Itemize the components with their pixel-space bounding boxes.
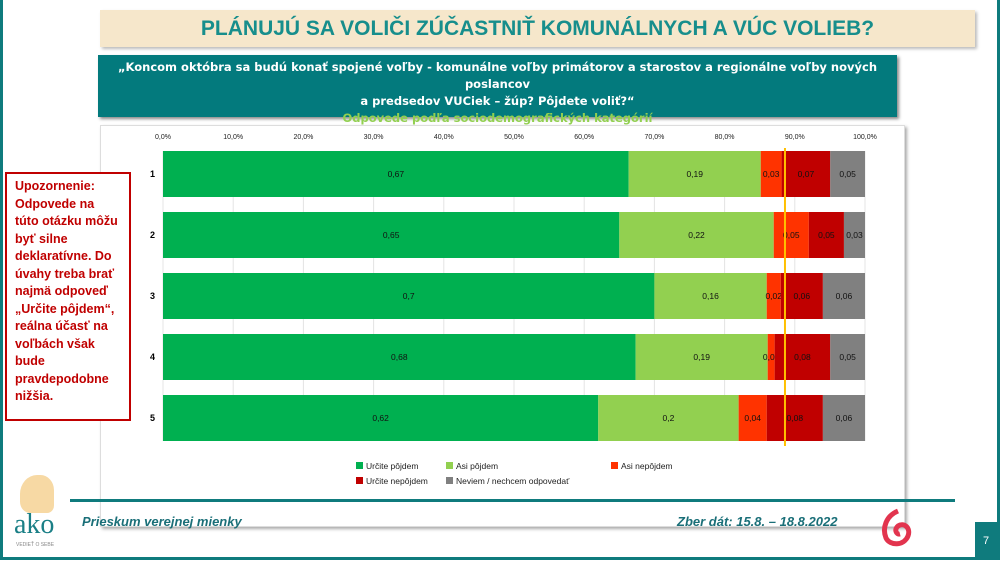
bar-segment [619,212,774,258]
legend-swatch [356,462,363,469]
data-label: 0,19 [686,169,703,179]
bar-segment [766,395,823,441]
footer-divider [70,499,955,502]
legend-swatch [446,477,453,484]
data-label: 0,08 [787,413,804,423]
question-line-1: „Koncom októbra sa budú konať spojené vo… [117,60,878,91]
x-tick-label: 20,0% [293,134,313,141]
data-label: 0,67 [388,169,405,179]
bar-segment [760,151,782,197]
bar-segment [780,273,823,319]
question-line-2: a predsedov VUCiek – žúp? Pôjdete voliť?… [360,94,635,108]
chart-panel: 0,0% 10,0% 20,0% 30,0% 40,0% 50,0% 60,0% 70,0% 8… [100,125,905,527]
category-label: 3 [150,291,155,301]
x-tick-label: 80,0% [715,134,735,141]
head-icon [20,475,54,513]
bar-segment [163,273,655,319]
question-box: „Koncom októbra sa budú konať spojené vo… [98,55,897,125]
legend-label: Určite pôjdem [366,461,418,471]
bar-segment [163,212,620,258]
warning-box: Upozornenie: Odpovede na túto otázku môž… [5,172,131,421]
bar-segment [830,151,865,197]
footer-survey-name: Prieskum verejnej mienky [82,514,242,529]
x-tick-label: 100,0% [853,134,877,141]
bar-segment [843,212,865,258]
data-label: 0,62 [372,413,389,423]
data-label: 0,05 [818,230,835,240]
logo-tagline: VEDIEŤ O SEBE [16,542,55,548]
x-tick-label: 0,0% [155,134,171,141]
x-tick-label: 30,0% [364,134,384,141]
data-label: 0,2 [663,413,675,423]
data-label: 0,05 [839,352,856,362]
x-tick-label: 10,0% [223,134,243,141]
category-label: 1 [150,169,155,179]
x-tick-label: 70,0% [644,134,664,141]
legend-label: Asi pôjdem [456,461,498,471]
data-label: 0,05 [839,169,856,179]
data-label: 0,06 [836,413,853,423]
bar-segment [628,151,761,197]
legend-label: Určite nepôjdem [366,476,428,486]
data-label: 0,22 [688,230,705,240]
bar-segment [598,395,739,441]
legend-label: Asi nepôjdem [621,461,673,471]
stacked-bar-chart: 0,0% 10,0% 20,0% 30,0% 40,0% 50,0% 60,0% 70,0% 8… [150,134,877,486]
category-label: 5 [150,413,155,423]
bar-segment [163,151,629,197]
legend-swatch [446,462,453,469]
data-label: 0,04 [744,413,761,423]
legend-swatch [356,477,363,484]
bar-segment [163,334,636,380]
data-label: 0,7 [403,291,415,301]
legend-label: Neviem / nechcem odpovedať [456,476,570,486]
bar-segment [830,334,865,380]
bar-segment [773,212,809,258]
data-label: 0,03 [846,230,863,240]
data-label: 0,08 [794,352,811,362]
category-label: 2 [150,230,155,240]
logo-text: ako [14,509,55,540]
legend-swatch [611,462,618,469]
bar-segment [738,395,767,441]
data-label: 0,02 [765,291,782,301]
bar-segment [822,273,865,319]
data-label: 0,65 [383,230,400,240]
bar-segment [654,273,767,319]
footer-date: Zber dát: 15.8. – 18.8.2022 [677,514,838,529]
bar-segment [163,395,599,441]
data-label: 0,06 [794,291,811,301]
x-tick-label: 40,0% [434,134,454,141]
ako-logo: ako VEDIEŤ O SEBE [12,475,72,555]
page-number: 7 [975,522,997,560]
data-label: 0,07 [798,169,815,179]
bar-segment [774,334,831,380]
data-label: 0,01 [763,352,780,362]
data-label: 0,06 [836,291,853,301]
bar-segment [767,334,775,380]
bar-segment [781,151,831,197]
x-tick-label: 90,0% [785,134,805,141]
spiral-logo-icon [882,508,912,547]
bar-segment [635,334,768,380]
data-label: 0,05 [783,230,800,240]
bar-segment [808,212,844,258]
category-label: 4 [150,352,155,362]
x-tick-label: 50,0% [504,134,524,141]
question-subtitle: Odpovede podľa sociodemografických kateg… [342,111,653,125]
x-tick-label: 60,0% [574,134,594,141]
data-label: 0,19 [693,352,710,362]
bar-segment [822,395,865,441]
data-label: 0,03 [763,169,780,179]
slide-title: PLÁNUJÚ SA VOLIČI ZÚČASTNIŤ KOMUNÁLNYCH … [100,10,975,47]
bar-segment [766,273,781,319]
data-label: 0,68 [391,352,408,362]
data-label: 0,16 [702,291,719,301]
